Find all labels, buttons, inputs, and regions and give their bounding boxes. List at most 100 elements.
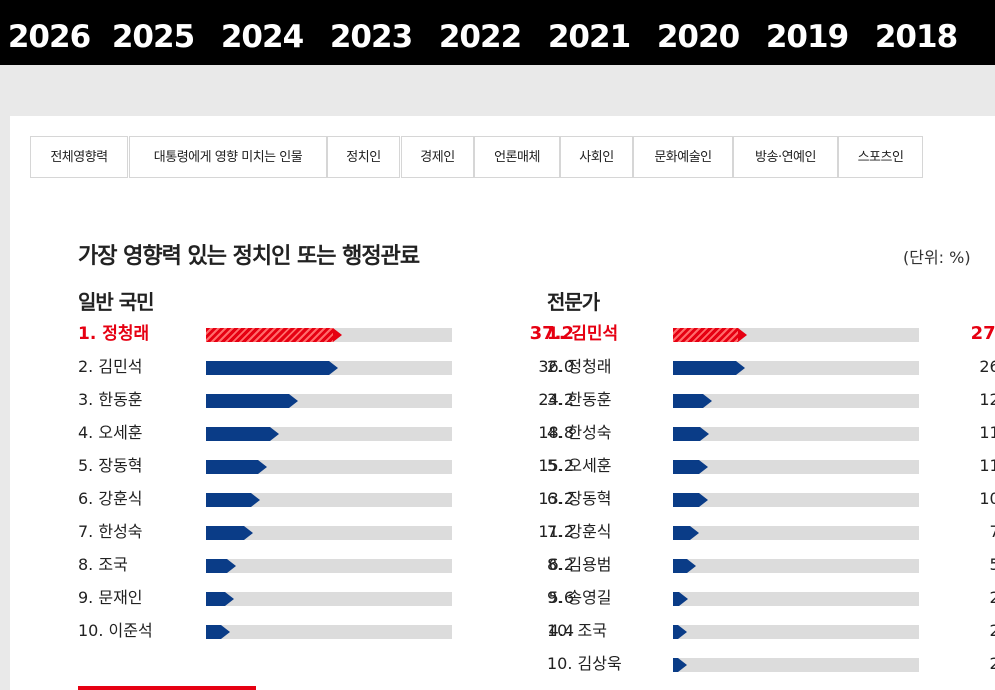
ranking-value: 2.0 (989, 621, 995, 640)
bar-track (673, 658, 919, 672)
bar-arrow-icon (679, 592, 688, 606)
bar-arrow-icon (289, 394, 298, 408)
bar-fill (673, 427, 700, 441)
bar-arrow-icon (699, 493, 708, 507)
bar-fill (206, 328, 333, 342)
bar-track (673, 592, 919, 606)
year-tab-8[interactable]: 2018 (874, 19, 958, 55)
bar-arrow-icon (333, 328, 342, 342)
year-tab-7[interactable]: 2019 (765, 19, 849, 55)
bar-track (673, 361, 919, 375)
tab-media[interactable]: 언론매체 (474, 136, 560, 178)
bar-arrow-icon (329, 361, 338, 375)
tab-culture-arts[interactable]: 문화예술인 (633, 136, 733, 178)
year-tab-1[interactable]: 2025 (111, 19, 195, 55)
more-indicator (78, 686, 256, 690)
ranking-name: 8. 조국 (78, 555, 128, 574)
bar-arrow-icon (225, 592, 234, 606)
ranking-name: 4. 오세훈 (78, 423, 143, 442)
bar-arrow-icon (258, 460, 267, 474)
bar-arrow-icon (736, 361, 745, 375)
ranking-name: 3. 한동훈 (78, 390, 143, 409)
tab-politicians[interactable]: 정치인 (327, 136, 400, 178)
ranking-value: 11.2 (979, 423, 995, 442)
year-tab-3[interactable]: 2023 (329, 19, 413, 55)
year-nav: 2026 2025 2024 2023 2022 2021 2020 2019 … (0, 0, 995, 65)
bar-track (206, 526, 452, 540)
bar-track (206, 361, 452, 375)
bar-arrow-icon (678, 625, 687, 639)
ranking-row: 10. 이준석 4.4 (78, 619, 574, 643)
bar-arrow-icon (738, 328, 747, 342)
ranking-value: 5.6 (548, 588, 574, 607)
bar-fill (673, 526, 690, 540)
bar-fill (673, 493, 699, 507)
bar-arrow-icon (270, 427, 279, 441)
ranking-row: 2. 정청래 26.4 (547, 355, 995, 379)
bar-arrow-icon (687, 559, 696, 573)
ranking-value: 13.2 (538, 489, 574, 508)
bar-track (206, 592, 452, 606)
bar-fill (206, 559, 227, 573)
bar-track (673, 559, 919, 573)
ranking-value: 5.8 (989, 555, 995, 574)
ranking-row: 7. 강훈식 7.0 (547, 520, 995, 544)
bar-fill (673, 658, 678, 672)
bar-fill (673, 460, 699, 474)
year-tab-6[interactable]: 2020 (656, 19, 740, 55)
bar-track (673, 460, 919, 474)
ranking-name: 1. 김민석 (547, 324, 619, 344)
ranking-row: 8. 김용범 5.8 (547, 553, 995, 577)
bar-track (673, 394, 919, 408)
content-panel: 전체영향력 대통령에게 영향 미치는 인물 정치인 경제인 언론매체 사회인 문… (10, 116, 995, 690)
tab-all-influence[interactable]: 전체영향력 (30, 136, 128, 178)
ranking-name: 6. 강훈식 (78, 489, 143, 508)
ranking-name: 10. 조국 (547, 621, 607, 640)
bar-fill (206, 361, 329, 375)
year-tab-0[interactable]: 2026 (7, 19, 91, 55)
ranking-name: 5. 오세훈 (547, 456, 612, 475)
ranking-row: 4. 오세훈 18.8 (78, 421, 574, 445)
year-tab-2[interactable]: 2024 (220, 19, 304, 55)
bar-track (206, 625, 452, 639)
bar-arrow-icon (678, 658, 687, 672)
ranking-value: 7.0 (989, 522, 995, 541)
ranking-value: 11.0 (979, 456, 995, 475)
tab-broadcast-entertainment[interactable]: 방송·연예인 (733, 136, 838, 178)
bar-fill (673, 592, 679, 606)
ranking-row: 5. 오세훈 11.0 (547, 454, 995, 478)
bar-track (673, 493, 919, 507)
year-tab-4[interactable]: 2022 (438, 19, 522, 55)
ranking-name: 10. 이준석 (78, 621, 153, 640)
ranking-value: 27.4 (970, 323, 995, 344)
ranking-name: 10. 김상욱 (547, 654, 622, 673)
ranking-value: 12.4 (979, 390, 995, 409)
bar-fill (206, 493, 251, 507)
ranking-row: 10. 조국 2.0 (547, 619, 995, 643)
ranking-row: 6. 장동혁 10.8 (547, 487, 995, 511)
ranking-name: 2. 정청래 (547, 357, 612, 376)
ranking-row: 1. 김민석 27.4 (547, 322, 995, 346)
column-title-experts: 전문가 (547, 290, 600, 314)
ranking-row: 2. 김민석 36.0 (78, 355, 574, 379)
tab-social[interactable]: 사회인 (560, 136, 633, 178)
tab-influence-on-president[interactable]: 대통령에게 영향 미치는 인물 (129, 136, 327, 178)
bar-fill (673, 625, 678, 639)
ranking-row: 10. 김상욱 2.0 (547, 652, 995, 676)
bar-fill (673, 559, 687, 573)
bar-arrow-icon (244, 526, 253, 540)
tab-business[interactable]: 경제인 (401, 136, 474, 178)
ranking-value: 26.4 (979, 357, 995, 376)
tab-sports[interactable]: 스포츠인 (838, 136, 923, 178)
ranking-name: 7. 한성숙 (78, 522, 143, 541)
ranking-row: 1. 정청래 37.2 (78, 322, 574, 346)
ranking-name: 9. 송영길 (547, 588, 612, 607)
ranking-row: 3. 한동훈 12.4 (547, 388, 995, 412)
ranking-value: 36.0 (538, 357, 574, 376)
column-title-public: 일반 국민 (78, 290, 155, 314)
ranking-value: 4.4 (548, 621, 574, 640)
ranking-row: 8. 조국 6.2 (78, 553, 574, 577)
ranking-name: 8. 김용범 (547, 555, 612, 574)
ranking-name: 1. 정청래 (78, 324, 150, 344)
year-tab-5[interactable]: 2021 (547, 19, 631, 55)
